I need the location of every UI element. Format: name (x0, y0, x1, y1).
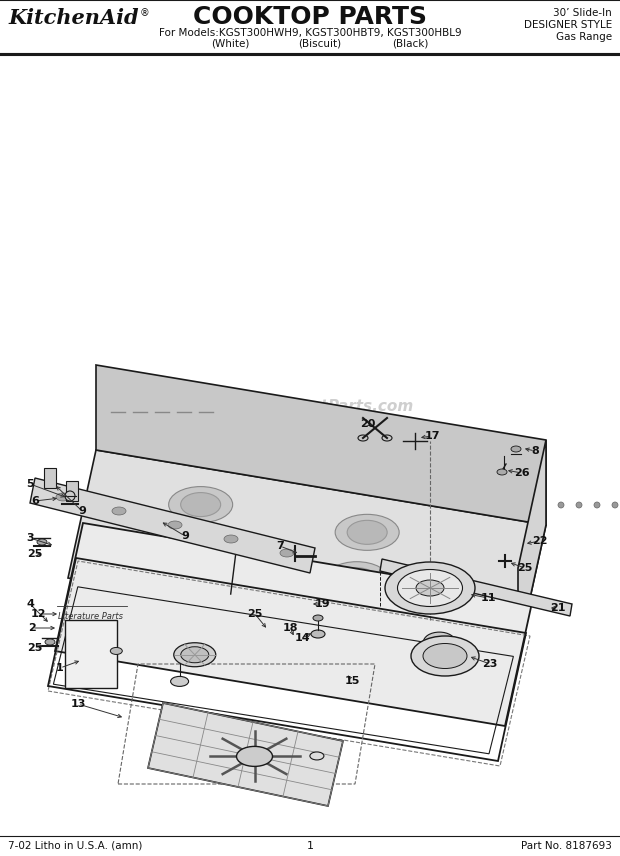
Text: 21: 21 (551, 603, 565, 613)
Ellipse shape (45, 639, 55, 645)
Text: 23: 23 (482, 659, 498, 669)
Bar (66, 481, 78, 501)
Circle shape (594, 502, 600, 508)
Ellipse shape (138, 556, 210, 595)
Ellipse shape (325, 562, 389, 597)
Text: 8: 8 (531, 446, 539, 456)
Text: 18: 18 (282, 623, 298, 633)
Ellipse shape (397, 569, 463, 607)
Polygon shape (518, 440, 546, 653)
Text: 20: 20 (360, 419, 376, 429)
Ellipse shape (309, 584, 381, 624)
Ellipse shape (311, 630, 325, 638)
Polygon shape (148, 703, 343, 806)
Text: 30’ Slide-In: 30’ Slide-In (553, 8, 612, 18)
Text: 19: 19 (314, 599, 330, 609)
Text: Literature Parts: Literature Parts (58, 612, 123, 621)
Text: 14: 14 (294, 633, 310, 643)
Ellipse shape (416, 580, 444, 596)
Ellipse shape (385, 562, 475, 614)
Ellipse shape (411, 636, 479, 676)
Text: 4: 4 (26, 599, 34, 609)
Text: 26: 26 (514, 468, 530, 478)
Text: 25: 25 (27, 549, 43, 559)
Ellipse shape (112, 507, 126, 515)
Text: 3: 3 (26, 533, 34, 543)
Text: eReplacementParts.com: eReplacementParts.com (206, 399, 414, 413)
Text: 7-02 Litho in U.S.A. (amn): 7-02 Litho in U.S.A. (amn) (8, 841, 143, 851)
Ellipse shape (126, 612, 198, 651)
Text: 1: 1 (306, 841, 314, 851)
Text: ®: ® (140, 8, 150, 18)
Ellipse shape (170, 676, 188, 687)
Ellipse shape (37, 539, 47, 545)
Text: 25: 25 (517, 563, 533, 573)
Text: 25: 25 (247, 609, 263, 619)
Text: (White): (White) (211, 38, 249, 48)
Ellipse shape (423, 644, 467, 669)
Ellipse shape (337, 568, 377, 591)
Polygon shape (55, 523, 533, 726)
Text: 9: 9 (78, 506, 86, 516)
Polygon shape (30, 478, 315, 573)
Ellipse shape (169, 486, 232, 523)
Text: 7: 7 (276, 541, 284, 551)
Ellipse shape (224, 535, 238, 543)
Text: 9: 9 (181, 531, 189, 541)
Text: COOKTOP PARTS: COOKTOP PARTS (193, 5, 427, 29)
Text: 22: 22 (532, 536, 547, 546)
Text: 15: 15 (344, 676, 360, 686)
Circle shape (102, 514, 107, 520)
Text: Part No. 8187693: Part No. 8187693 (521, 841, 612, 851)
Circle shape (65, 491, 75, 501)
Circle shape (576, 502, 582, 508)
Text: 6: 6 (31, 496, 39, 506)
Ellipse shape (280, 549, 294, 557)
Ellipse shape (174, 643, 216, 667)
Ellipse shape (180, 492, 221, 516)
Text: 12: 12 (30, 609, 46, 619)
Ellipse shape (236, 746, 273, 766)
Ellipse shape (432, 637, 448, 647)
Ellipse shape (335, 514, 399, 550)
Polygon shape (380, 559, 572, 616)
Ellipse shape (423, 632, 456, 652)
Text: 2: 2 (28, 623, 36, 633)
Text: DESIGNER STYLE: DESIGNER STYLE (524, 20, 612, 30)
Ellipse shape (170, 540, 210, 564)
Ellipse shape (110, 647, 122, 655)
Polygon shape (65, 620, 117, 688)
Text: 1: 1 (56, 663, 64, 673)
Bar (44, 468, 56, 488)
Ellipse shape (297, 640, 369, 681)
Text: 11: 11 (480, 593, 496, 603)
Ellipse shape (497, 469, 507, 475)
Polygon shape (96, 365, 546, 525)
Ellipse shape (347, 520, 387, 544)
Ellipse shape (158, 534, 223, 570)
Ellipse shape (56, 493, 70, 501)
Ellipse shape (168, 521, 182, 529)
Text: KitchenAid: KitchenAid (8, 8, 139, 28)
Text: 5: 5 (26, 479, 34, 489)
Text: For Models:KGST300HWH9, KGST300HBT9, KGST300HBL9: For Models:KGST300HWH9, KGST300HBT9, KGS… (159, 28, 461, 38)
Text: (Biscuit): (Biscuit) (298, 38, 342, 48)
Text: Gas Range: Gas Range (556, 32, 612, 42)
Ellipse shape (181, 647, 209, 663)
Text: 25: 25 (27, 643, 43, 653)
Circle shape (558, 502, 564, 508)
Text: 13: 13 (70, 699, 86, 709)
Polygon shape (68, 450, 546, 653)
Ellipse shape (313, 615, 323, 621)
Ellipse shape (310, 752, 324, 760)
Text: (Black): (Black) (392, 38, 428, 48)
Ellipse shape (511, 446, 521, 452)
Circle shape (612, 502, 618, 508)
Text: 17: 17 (424, 431, 440, 441)
